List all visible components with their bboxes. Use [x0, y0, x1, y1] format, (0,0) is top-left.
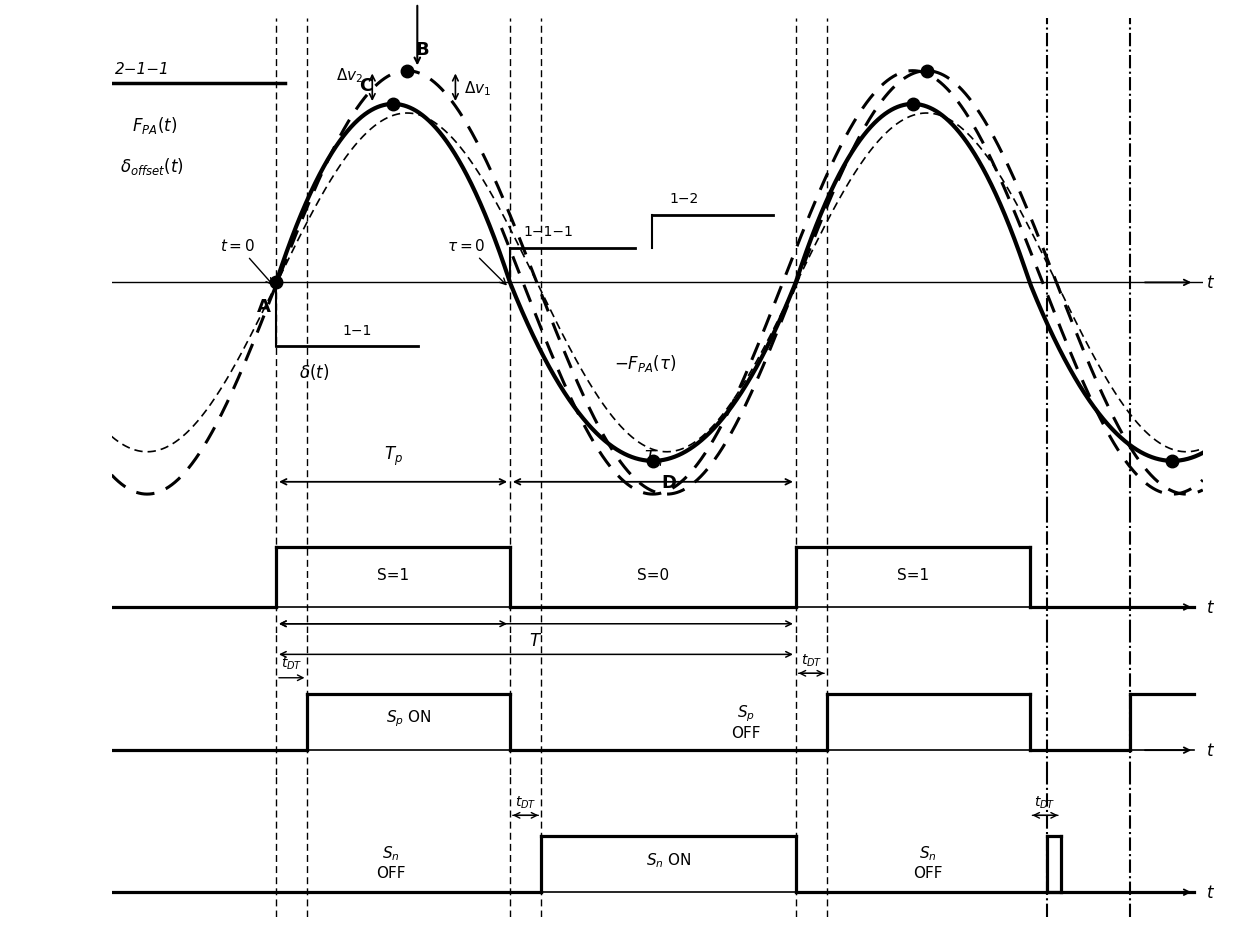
Text: $-F_{PA}(\tau)$: $-F_{PA}(\tau)$ [614, 353, 677, 373]
Text: S=1: S=1 [377, 567, 409, 582]
Text: $F_{PA}(t)$: $F_{PA}(t)$ [133, 115, 177, 136]
Text: $T_n$: $T_n$ [644, 447, 662, 467]
Text: $S_p$ ON: $S_p$ ON [386, 708, 432, 728]
Text: $t_{DT}$: $t_{DT}$ [801, 651, 822, 668]
Text: $t_{DT}$: $t_{DT}$ [1034, 794, 1056, 810]
Text: $T_p$: $T_p$ [383, 445, 403, 467]
Text: $t$: $t$ [1207, 598, 1215, 616]
Text: $t_{DT}$: $t_{DT}$ [281, 655, 303, 671]
Text: B: B [415, 41, 429, 59]
Text: D: D [661, 474, 677, 491]
Text: S=0: S=0 [637, 567, 668, 582]
Text: $\delta(t)$: $\delta(t)$ [299, 361, 330, 382]
Text: $\Delta v_2$: $\Delta v_2$ [336, 66, 363, 85]
Text: $\Delta v_1$: $\Delta v_1$ [464, 79, 491, 97]
Text: $t_{DT}$: $t_{DT}$ [515, 794, 537, 810]
Text: $S_n$
OFF: $S_n$ OFF [377, 843, 405, 880]
Text: $t=0$: $t=0$ [221, 238, 273, 285]
Text: 1−1: 1−1 [342, 323, 371, 337]
Text: C: C [360, 77, 372, 95]
Text: A: A [257, 298, 272, 315]
Text: 2−1−1: 2−1−1 [115, 62, 170, 77]
Text: $\tau=0$: $\tau=0$ [448, 238, 506, 285]
Text: $t$: $t$ [1207, 274, 1215, 292]
Text: $t$: $t$ [1207, 741, 1215, 759]
Text: S=1: S=1 [897, 567, 929, 582]
Text: $T$: $T$ [529, 631, 543, 649]
Text: $S_n$
OFF: $S_n$ OFF [914, 843, 942, 880]
Text: 1−1−1: 1−1−1 [523, 225, 574, 239]
Text: $\delta_{offset}(t)$: $\delta_{offset}(t)$ [120, 155, 184, 177]
Text: $S_p$
OFF: $S_p$ OFF [730, 702, 760, 740]
Text: $S_n$ ON: $S_n$ ON [646, 851, 691, 870]
Text: 1−2: 1−2 [670, 192, 698, 206]
Text: $t$: $t$ [1207, 884, 1215, 901]
